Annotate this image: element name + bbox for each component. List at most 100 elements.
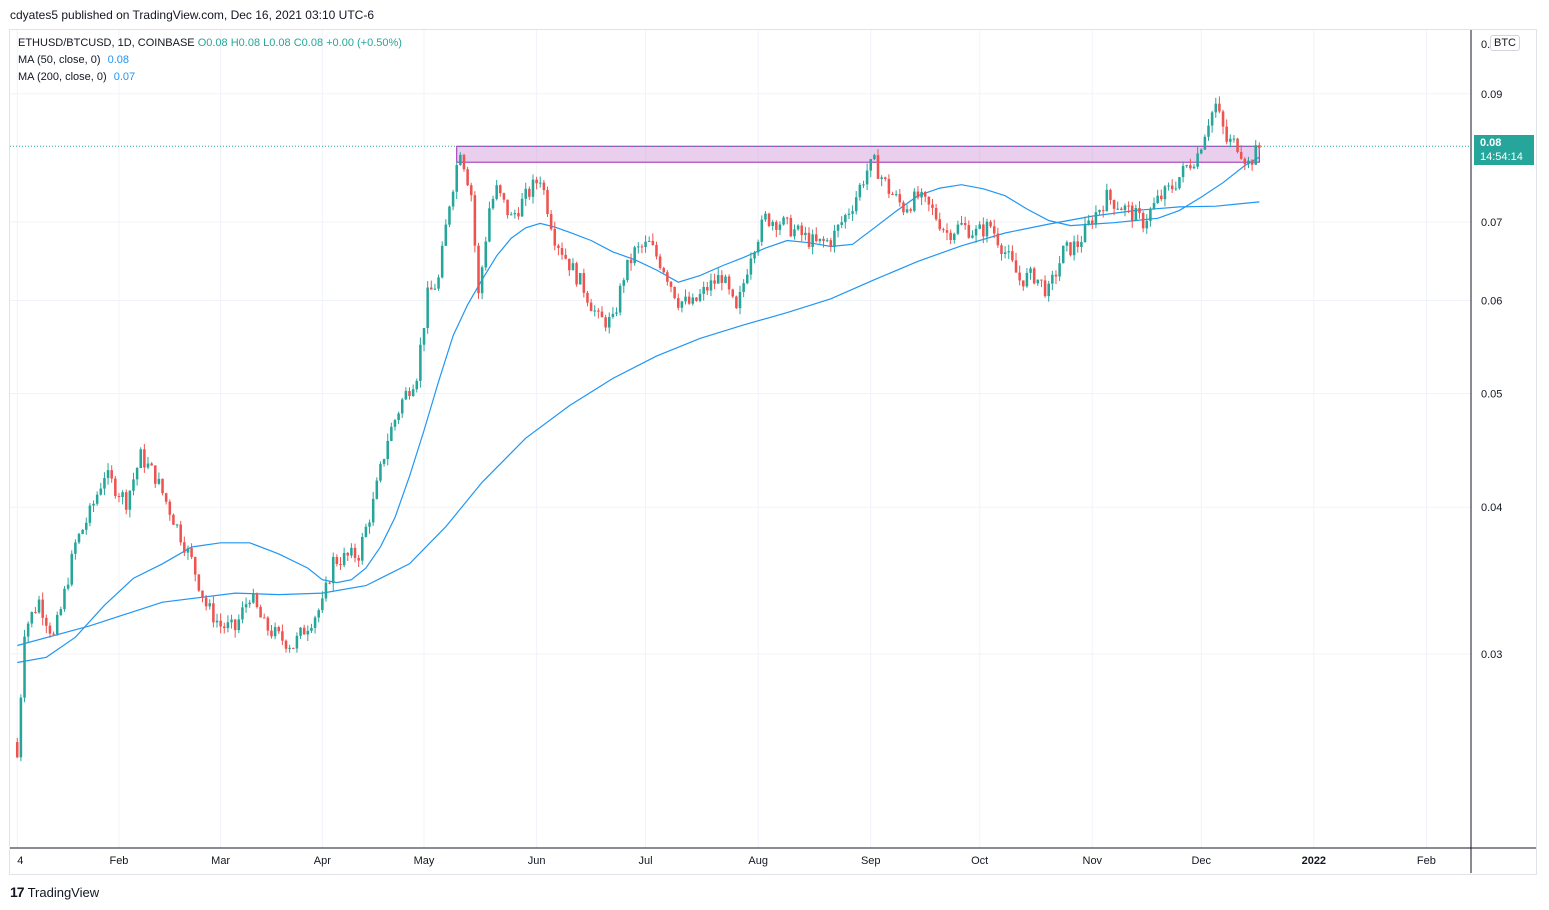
- currency-badge[interactable]: BTC: [1490, 35, 1520, 51]
- candle-body: [430, 287, 433, 290]
- candle: [437, 274, 440, 291]
- candle-body: [695, 297, 698, 301]
- candle: [233, 618, 237, 638]
- candle: [724, 274, 727, 284]
- candle: [295, 632, 299, 653]
- candle-body: [361, 536, 364, 561]
- candle-body: [317, 610, 320, 618]
- x-tick-label: Apr: [314, 855, 331, 867]
- candle-body: [727, 276, 731, 290]
- candle-body: [942, 229, 945, 231]
- candle-body: [121, 492, 124, 498]
- candle-body: [687, 296, 691, 304]
- candle: [673, 286, 676, 300]
- candle-body: [1112, 200, 1116, 209]
- candle-body: [1229, 138, 1232, 142]
- candle-body: [905, 209, 909, 213]
- candle: [506, 199, 509, 219]
- candle-body: [357, 557, 360, 561]
- candle-body: [1083, 223, 1087, 243]
- candle-body: [880, 177, 883, 179]
- candle-body: [934, 207, 938, 220]
- candle: [575, 261, 578, 287]
- candle: [346, 551, 350, 561]
- candle: [582, 268, 586, 298]
- candle: [1225, 119, 1228, 145]
- candle-body: [869, 159, 873, 171]
- candle-body: [1214, 103, 1218, 113]
- candle: [1123, 203, 1127, 217]
- candle: [30, 611, 34, 628]
- candle: [542, 179, 546, 195]
- chart-frame[interactable]: [9, 29, 1537, 875]
- candle: [934, 203, 938, 221]
- candle-body: [844, 214, 847, 223]
- candle-body: [84, 522, 88, 530]
- candle-body: [884, 177, 887, 179]
- legend-ma200-row[interactable]: MA (200, close, 0) 0.07: [18, 69, 402, 86]
- candle-body: [1029, 268, 1032, 273]
- candle: [1065, 240, 1069, 252]
- candle: [400, 397, 404, 418]
- resistance-zone: [456, 145, 1260, 163]
- resistance-zone-layer: [10, 145, 1471, 163]
- candle-body: [266, 617, 270, 631]
- candle-body: [400, 399, 404, 414]
- candle: [433, 283, 437, 290]
- candle: [1258, 142, 1261, 153]
- candle: [480, 265, 484, 300]
- candle: [66, 577, 70, 591]
- candle: [680, 300, 684, 313]
- candle: [615, 307, 618, 317]
- candle: [884, 176, 887, 182]
- candle-body: [862, 184, 865, 186]
- candle: [687, 291, 691, 305]
- candle-body: [626, 259, 629, 281]
- candle-body: [368, 522, 371, 527]
- candle-body: [666, 272, 669, 282]
- candle-body: [81, 529, 84, 534]
- candle: [818, 238, 822, 244]
- legend-symbol-row[interactable]: ETHUSD/BTCUSD, 1D, COINBASE O0.08 H0.08 …: [18, 35, 402, 52]
- candle: [589, 298, 593, 312]
- candle: [1072, 235, 1076, 261]
- candle: [502, 192, 506, 203]
- candle: [1032, 266, 1036, 285]
- candle-body: [103, 478, 106, 489]
- candle-body: [459, 154, 462, 166]
- candle-body: [684, 296, 687, 302]
- candle: [1160, 189, 1163, 202]
- candle: [796, 224, 800, 231]
- candle-body: [1243, 158, 1247, 165]
- candle-body: [353, 547, 357, 558]
- candle-body: [735, 296, 738, 309]
- candle: [361, 532, 364, 565]
- candle: [128, 490, 132, 518]
- candle: [26, 621, 30, 643]
- candle: [146, 456, 150, 470]
- y-tick-label: 0.04: [1481, 502, 1502, 514]
- candle: [357, 554, 360, 568]
- candle-body: [499, 185, 502, 194]
- candle-body: [324, 582, 328, 599]
- candle-body: [909, 209, 912, 211]
- candle: [364, 523, 368, 538]
- candle-body: [1087, 220, 1090, 224]
- candle-body: [1040, 279, 1043, 281]
- candle: [1018, 265, 1021, 286]
- candle: [306, 625, 310, 642]
- candle: [1185, 164, 1188, 169]
- footer[interactable]: 17 TradingView: [10, 884, 99, 900]
- candle-body: [1130, 205, 1134, 221]
- legend-ma50-row[interactable]: MA (50, close, 0) 0.08: [18, 52, 402, 69]
- candle: [124, 489, 128, 515]
- candle: [55, 611, 59, 636]
- candle: [15, 737, 19, 759]
- candle-body: [894, 194, 898, 196]
- candle-body: [15, 742, 19, 758]
- candle: [876, 149, 880, 180]
- candle-body: [1000, 245, 1003, 255]
- candle-body: [800, 225, 804, 236]
- candle: [491, 195, 495, 210]
